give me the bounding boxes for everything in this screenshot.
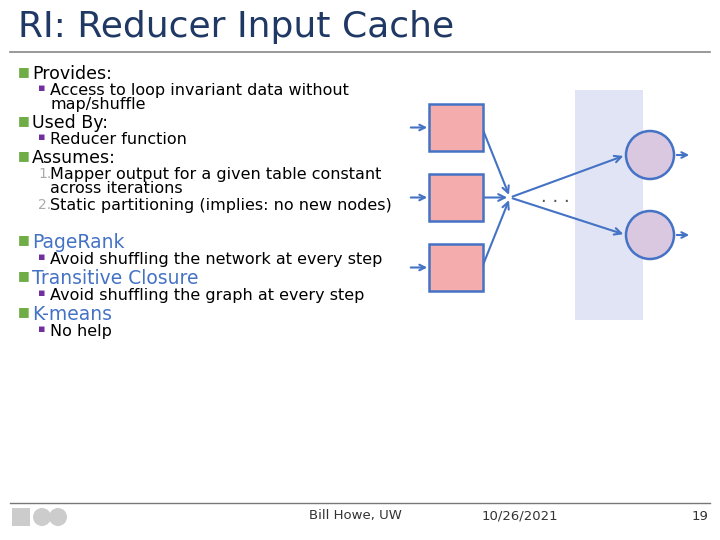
- Text: 19: 19: [692, 510, 708, 523]
- Text: ▪: ▪: [38, 83, 45, 93]
- Text: . . .: . . .: [541, 188, 570, 206]
- Text: Assumes:: Assumes:: [32, 149, 116, 167]
- Text: Avoid shuffling the network at every step: Avoid shuffling the network at every ste…: [50, 252, 382, 267]
- Text: Static partitioning (implies: no new nodes): Static partitioning (implies: no new nod…: [50, 198, 392, 213]
- Text: map/shuffle: map/shuffle: [50, 97, 145, 112]
- Text: ▪: ▪: [38, 132, 45, 142]
- FancyBboxPatch shape: [429, 174, 483, 221]
- Text: ■: ■: [18, 65, 30, 78]
- Text: ■: ■: [18, 269, 30, 282]
- Text: ■: ■: [18, 114, 30, 127]
- Text: RI: Reducer Input Cache: RI: Reducer Input Cache: [18, 10, 454, 44]
- Circle shape: [626, 211, 674, 259]
- Text: Mapper output for a given table constant: Mapper output for a given table constant: [50, 167, 382, 182]
- Text: Access to loop invariant data without: Access to loop invariant data without: [50, 83, 349, 98]
- Text: ■: ■: [18, 305, 30, 318]
- Text: Transitive Closure: Transitive Closure: [32, 269, 199, 288]
- Text: ■: ■: [18, 233, 30, 246]
- Bar: [12, 508, 30, 526]
- FancyBboxPatch shape: [429, 104, 483, 151]
- Text: ▪: ▪: [38, 324, 45, 334]
- Text: PageRank: PageRank: [32, 233, 125, 252]
- Text: No help: No help: [50, 324, 112, 339]
- FancyBboxPatch shape: [429, 244, 483, 291]
- Text: ■: ■: [18, 149, 30, 162]
- Text: Provides:: Provides:: [32, 65, 112, 83]
- Text: ▪: ▪: [38, 288, 45, 298]
- Text: across iterations: across iterations: [50, 181, 183, 196]
- Text: ▪: ▪: [38, 252, 45, 262]
- Text: Reducer function: Reducer function: [50, 132, 187, 147]
- Circle shape: [33, 508, 51, 526]
- Circle shape: [626, 131, 674, 179]
- Text: 10/26/2021: 10/26/2021: [482, 510, 558, 523]
- Text: Bill Howe, UW: Bill Howe, UW: [309, 510, 402, 523]
- Circle shape: [49, 508, 67, 526]
- Text: 1.: 1.: [38, 167, 51, 181]
- Text: Avoid shuffling the graph at every step: Avoid shuffling the graph at every step: [50, 288, 364, 303]
- Text: K-means: K-means: [32, 305, 112, 324]
- Text: 2.: 2.: [38, 198, 51, 212]
- Text: Used By:: Used By:: [32, 114, 108, 132]
- FancyBboxPatch shape: [575, 90, 643, 320]
